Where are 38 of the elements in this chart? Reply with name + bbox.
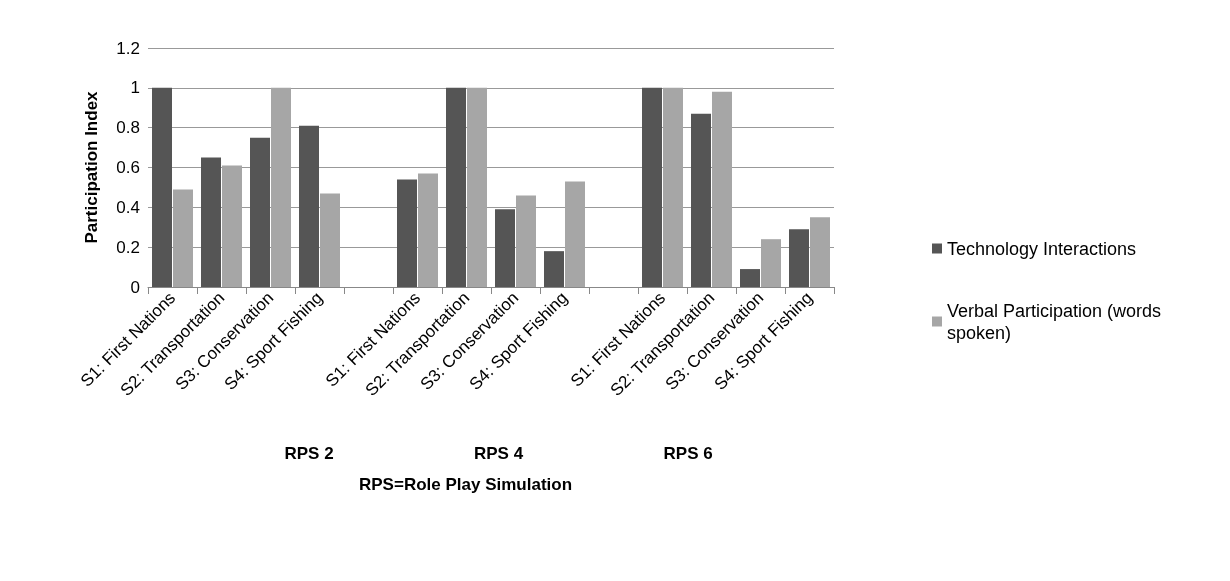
bar	[222, 165, 242, 287]
x-axis-title: RPS=Role Play Simulation	[359, 475, 573, 494]
bar	[761, 239, 781, 287]
bar	[467, 87, 487, 287]
bar	[691, 113, 711, 287]
bar	[152, 87, 172, 287]
y-tick-label: 0	[130, 277, 140, 297]
bar	[516, 195, 536, 287]
bar	[740, 269, 760, 287]
bar	[250, 137, 270, 287]
bar	[320, 193, 340, 287]
bar	[446, 87, 466, 287]
y-tick-label: 1	[130, 78, 140, 98]
bar	[642, 87, 662, 287]
bar	[565, 181, 585, 287]
bar	[810, 217, 830, 287]
text: RPS 4	[474, 444, 524, 463]
y-tick-label: 0.6	[116, 158, 140, 177]
bar	[663, 87, 683, 287]
text: RPS 2	[284, 444, 334, 463]
y-tick-label: 1.2	[116, 38, 140, 58]
bar	[544, 251, 564, 287]
text: RPS 6	[663, 444, 713, 463]
bar	[299, 125, 319, 287]
bar	[271, 87, 291, 287]
legend-label: Technology Interactions	[947, 238, 1137, 259]
y-tick-label: 0.2	[116, 237, 140, 257]
y-tick-label: 0.4	[116, 197, 140, 217]
bar	[712, 91, 732, 287]
y-tick-label: 0.8	[116, 118, 140, 138]
bar	[495, 209, 515, 287]
legend-label: Verbal Participation (words spoken)	[947, 300, 1167, 343]
bar	[418, 173, 438, 287]
y-axis-title: Participation Index	[82, 90, 101, 244]
bar	[397, 179, 417, 287]
bar	[173, 189, 193, 287]
bar	[789, 229, 809, 287]
bar	[201, 157, 221, 287]
